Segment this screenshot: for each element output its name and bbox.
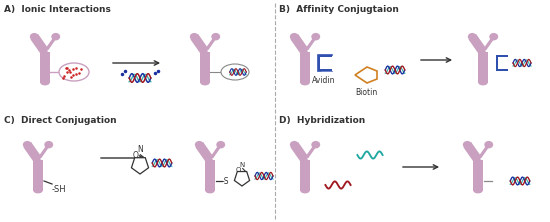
Text: C)  Direct Conjugation: C) Direct Conjugation [4,116,117,125]
Ellipse shape [216,141,225,149]
Ellipse shape [202,50,208,54]
Polygon shape [200,52,210,83]
Polygon shape [41,34,59,55]
Text: O: O [133,151,138,160]
Text: Biotin: Biotin [355,88,377,97]
Polygon shape [131,158,148,174]
Ellipse shape [23,141,32,149]
Polygon shape [290,142,309,163]
Ellipse shape [290,33,299,40]
Ellipse shape [302,158,308,162]
Text: O: O [235,166,241,172]
Polygon shape [205,160,214,191]
Polygon shape [474,142,493,163]
Polygon shape [318,55,332,71]
Polygon shape [290,34,309,55]
Polygon shape [195,142,214,163]
Polygon shape [34,160,43,191]
Ellipse shape [59,63,89,81]
Ellipse shape [211,33,220,40]
Ellipse shape [30,33,38,40]
Polygon shape [34,142,53,163]
Text: Avidin: Avidin [312,76,336,85]
Polygon shape [190,34,209,55]
Text: O: O [138,161,144,170]
Ellipse shape [490,33,498,40]
Ellipse shape [207,158,213,162]
Ellipse shape [195,141,204,149]
Ellipse shape [468,33,477,40]
Polygon shape [479,34,498,55]
Ellipse shape [200,80,210,85]
FancyBboxPatch shape [318,55,332,71]
Polygon shape [40,52,50,83]
Ellipse shape [205,188,214,193]
Ellipse shape [51,33,60,40]
Text: B)  Affinity Conjugtaion: B) Affinity Conjugtaion [279,5,399,14]
Polygon shape [206,142,224,163]
Ellipse shape [42,50,48,54]
Ellipse shape [311,33,320,40]
Ellipse shape [474,188,483,193]
Ellipse shape [300,188,310,193]
Ellipse shape [475,158,481,162]
Polygon shape [474,160,483,191]
Polygon shape [24,142,42,163]
Ellipse shape [302,50,308,54]
Polygon shape [301,142,320,163]
Ellipse shape [40,80,50,85]
Ellipse shape [300,80,310,85]
Polygon shape [496,55,508,71]
Text: O: O [239,175,245,181]
Polygon shape [300,160,310,191]
Ellipse shape [35,158,41,162]
Text: D)  Hybridization: D) Hybridization [279,116,365,125]
Ellipse shape [311,141,320,149]
Polygon shape [234,172,250,186]
Ellipse shape [221,64,249,80]
Polygon shape [469,34,487,55]
Ellipse shape [480,50,486,54]
Polygon shape [30,34,49,55]
Text: -SH: -SH [52,185,67,194]
Text: -S: -S [222,176,229,186]
Ellipse shape [34,188,43,193]
Text: N: N [239,162,245,168]
Text: A)  Ionic Interactions: A) Ionic Interactions [4,5,111,14]
Polygon shape [464,142,482,163]
Text: N: N [137,145,143,153]
Polygon shape [478,52,488,83]
Polygon shape [355,67,377,83]
Polygon shape [201,34,219,55]
Ellipse shape [478,80,488,85]
Polygon shape [300,52,310,83]
Ellipse shape [190,33,199,40]
Ellipse shape [290,141,299,149]
Ellipse shape [463,141,472,149]
Ellipse shape [45,141,53,149]
Ellipse shape [485,141,493,149]
Polygon shape [301,34,320,55]
